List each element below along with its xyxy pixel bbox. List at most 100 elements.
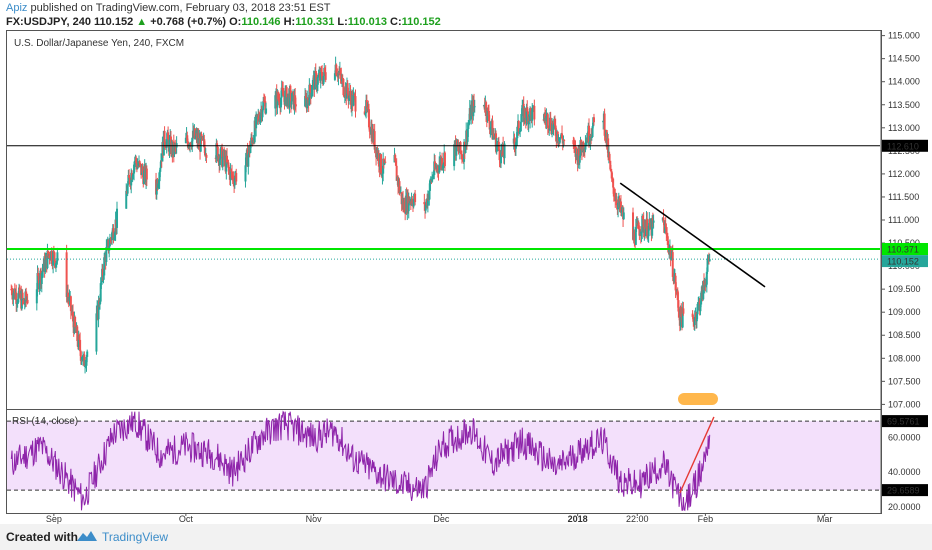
candle-body-234 [244, 165, 247, 182]
candle-body-368 [373, 131, 376, 150]
candle-body-565 [573, 144, 576, 147]
candle-body-58 [68, 297, 71, 302]
candle-body-52 [55, 261, 58, 264]
candle-body-394 [400, 192, 403, 205]
candle-body-483 [489, 127, 492, 130]
candle-body-479 [486, 107, 489, 121]
candle-body-675 [676, 290, 679, 301]
candle-body-72 [78, 335, 81, 340]
candle-body-226 [230, 169, 233, 172]
candle-body-404 [407, 196, 410, 212]
candle-body-562 [562, 140, 565, 144]
candle-body-206 [216, 143, 219, 147]
candle-body-544 [549, 117, 552, 130]
candle-body-655 [662, 217, 665, 221]
candle-body-659 [665, 227, 668, 235]
candle-body-207 [216, 146, 219, 161]
price-tick-label-3: 113.500 [888, 100, 920, 110]
candle-body-187 [194, 128, 197, 139]
candle-body-272 [279, 97, 282, 108]
candle-body-334 [341, 78, 344, 82]
candle-body-83 [86, 351, 89, 357]
candle-body-677 [678, 311, 681, 317]
author-name[interactable]: Apiz [6, 2, 28, 14]
rsi-line [10, 410, 711, 512]
candle-body-588 [589, 136, 592, 142]
price-tick-label-12: 109.000 [888, 307, 921, 317]
candle-body-496 [498, 150, 501, 161]
candle-body-98 [105, 247, 108, 263]
candle-body-1 [10, 289, 13, 296]
candle-body-329 [337, 72, 340, 78]
candle-body-564 [572, 140, 575, 145]
candle-body-326 [335, 64, 338, 76]
candle-body-645 [646, 236, 649, 238]
candle-body-316 [319, 69, 322, 81]
candle-body-149 [158, 171, 161, 182]
candle-body-601 [607, 138, 610, 158]
price-tick-label-13: 108.500 [888, 330, 921, 340]
candle-body-233 [235, 172, 238, 182]
candle-body-623 [622, 212, 625, 220]
candle-body-580 [583, 149, 586, 151]
candle-body-620 [620, 210, 623, 212]
candle-body-108 [112, 228, 115, 240]
candle-body-16 [21, 292, 24, 300]
x-tick-label-0: Sep [46, 514, 62, 524]
candle-body-275 [282, 89, 285, 96]
candle-body-613 [615, 199, 618, 206]
candle-body-106 [111, 232, 114, 241]
candle-body-247 [253, 120, 256, 143]
price-change: +0.768 (+0.7%) [150, 16, 227, 28]
chart-canvas[interactable]: U.S. Dollar/Japanese Yen, 240, FXCM RSI (… [0, 0, 932, 524]
candle-body-117 [127, 174, 130, 185]
candle-body-280 [285, 87, 288, 106]
candle-body-405 [408, 196, 411, 204]
candle-body-128 [135, 157, 138, 164]
candle-body-24 [35, 289, 38, 304]
candle-body-531 [531, 106, 534, 109]
candle-body-196 [200, 133, 203, 139]
tradingview-brand[interactable]: TradingView [102, 530, 169, 544]
price-box-green-line-bg [882, 242, 928, 255]
candle-body-32 [41, 271, 44, 274]
candle-body-155 [162, 130, 165, 156]
candle-body-241 [249, 146, 252, 153]
candle-body-19 [23, 303, 26, 305]
price-box-last: 110.152 [887, 257, 919, 267]
candle-body-411 [412, 199, 415, 207]
low-label: L: [337, 16, 348, 28]
candle-body-387 [395, 165, 398, 181]
candle-body-653 [652, 220, 655, 223]
candle-body-628 [634, 227, 637, 245]
candle-body-200 [203, 139, 206, 148]
candle-body-460 [464, 145, 467, 154]
candle-body-453 [459, 142, 462, 153]
candle-body-465 [468, 120, 471, 125]
candle-body-705 [706, 259, 709, 272]
candle-body-3 [12, 293, 15, 300]
candle-body-419 [426, 194, 429, 206]
x-tick-label-5: 22:00 [626, 514, 649, 524]
symbol-label: FX:USDJPY, 240 [6, 16, 91, 28]
price-box-last-bg [882, 255, 928, 268]
candle-body-268 [277, 92, 280, 100]
footer-bar: Created with TradingView [0, 524, 932, 550]
candle-body-177 [186, 141, 189, 148]
candle-body-69 [76, 326, 79, 342]
candle-body-514 [519, 121, 522, 132]
candle-body-454 [460, 152, 463, 155]
candle-body-429 [433, 161, 436, 169]
candle-body-488 [492, 133, 495, 137]
candle-body-51 [54, 263, 57, 268]
candle-body-118 [128, 174, 131, 178]
candle-body-123 [131, 175, 134, 180]
candle-body-220 [226, 155, 229, 163]
candle-body-516 [521, 105, 524, 117]
candle-body-509 [516, 126, 519, 139]
candle-body-670 [673, 276, 676, 282]
candle-body-468 [470, 105, 473, 120]
candle-body-346 [349, 90, 352, 99]
candle-body-558 [559, 137, 562, 139]
candles-group [10, 56, 711, 374]
